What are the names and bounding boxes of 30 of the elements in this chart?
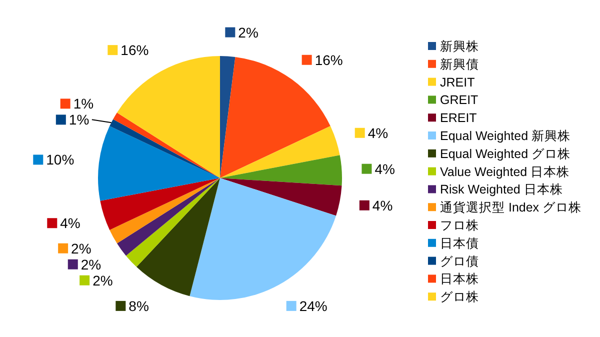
legend-label: 日本株 bbox=[440, 272, 479, 286]
legend-label: フロ株 bbox=[440, 218, 479, 232]
data-label: 2% bbox=[92, 272, 113, 288]
legend-label: 新興株 bbox=[440, 40, 479, 54]
legend-label: Equal Weighted グロ株 bbox=[440, 146, 570, 161]
legend-label: 新興債 bbox=[440, 57, 479, 72]
legend-label: グロ債 bbox=[440, 254, 479, 268]
data-label: 2% bbox=[71, 240, 92, 256]
data-label: 2% bbox=[80, 256, 102, 272]
data-label: 8% bbox=[128, 298, 149, 314]
data-label: 16% bbox=[314, 52, 343, 68]
data-label: 4% bbox=[60, 215, 80, 232]
data-label: 2% bbox=[238, 24, 258, 40]
legend-label: Risk Weighted 日本株 bbox=[440, 182, 563, 197]
legend-label: EREIT bbox=[440, 111, 478, 126]
legend-label: Equal Weighted 新興株 bbox=[440, 129, 570, 143]
data-label: 1% bbox=[73, 96, 94, 112]
legend-label: 日本債 bbox=[440, 236, 479, 250]
data-label: 1% bbox=[68, 112, 90, 128]
data-label: 4% bbox=[368, 124, 388, 141]
data-label: 24% bbox=[299, 298, 328, 314]
data-label: 16% bbox=[120, 42, 149, 58]
legend-label: GREIT bbox=[440, 93, 479, 108]
data-label: 10% bbox=[46, 152, 74, 168]
legend-label: Value Weighted 日本株 bbox=[440, 164, 570, 179]
legend-label: 通貨選択型 Index グロ株 bbox=[440, 200, 582, 215]
data-label: 4% bbox=[372, 197, 393, 214]
data-label: 4% bbox=[374, 160, 395, 177]
legend-label: JREIT bbox=[440, 75, 476, 90]
legend-label: グロ株 bbox=[440, 290, 479, 304]
